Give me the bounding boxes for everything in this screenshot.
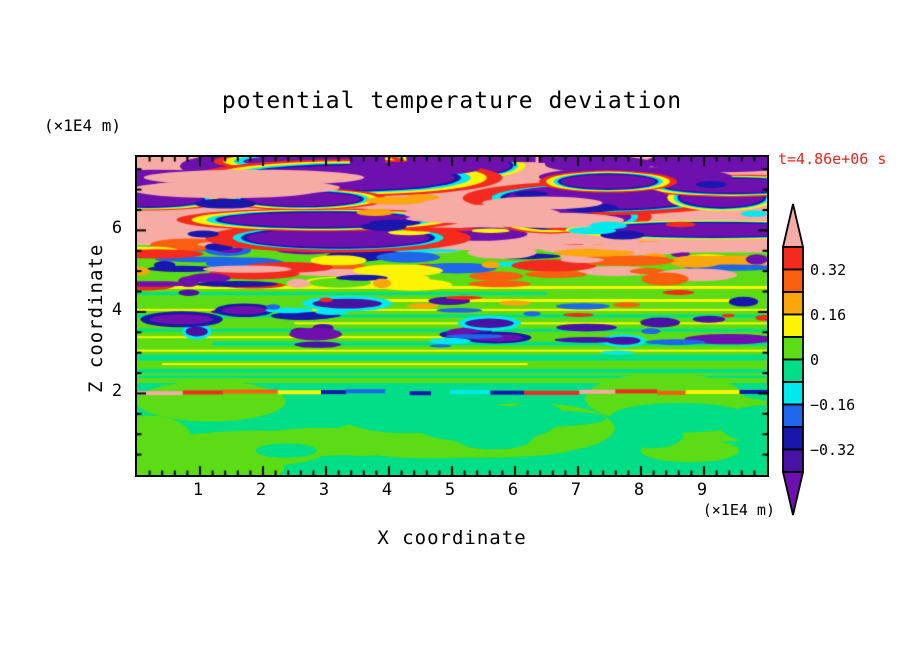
x-axis-label-text: X coordinate — [377, 527, 527, 549]
colorbar-segment-cyan — [782, 381, 804, 406]
time-annotation: t=4.86e+06 s — [778, 150, 887, 168]
x-tick-label-6: 6 — [507, 480, 519, 500]
x-axis-unit-label: (×1E4 m) — [702, 501, 775, 519]
contour-field-canvas — [137, 157, 767, 475]
colorbar-segment-yellow — [782, 313, 804, 338]
x-axis-label: X coordinate — [0, 527, 904, 549]
y-tick-label-6: 6 — [111, 218, 123, 239]
colorbar-segment-navy — [782, 426, 804, 451]
x-tick-label-9: 9 — [696, 480, 708, 500]
colorbar-label-0.16: 0.16 — [810, 305, 847, 324]
colorbar-label-−0.32: −0.32 — [810, 440, 856, 459]
plot-area — [135, 155, 769, 477]
colorbar-label-0: 0 — [810, 350, 820, 369]
colorbar-label-−0.16: −0.16 — [810, 395, 856, 414]
colorbar — [781, 203, 805, 516]
y-axis-label: Z coordinate — [85, 243, 107, 393]
colorbar-segment-orange — [782, 291, 804, 316]
colorbar-segment-blue — [782, 403, 804, 428]
colorbar-arrow-bottom — [781, 471, 805, 516]
x-tick-label-5: 5 — [444, 480, 456, 500]
y-tick-label-4: 4 — [111, 299, 123, 320]
colorbar-segment-chartreuse — [782, 336, 804, 361]
colorbar-segment-orangered — [782, 268, 804, 293]
y-tick-label-2: 2 — [111, 381, 123, 402]
x-tick-label-7: 7 — [570, 480, 582, 500]
colorbar-arrow-top — [781, 203, 805, 248]
x-tick-label-3: 3 — [318, 480, 330, 500]
x-tick-label-4: 4 — [381, 480, 393, 500]
x-tick-label-2: 2 — [255, 480, 267, 500]
plot-title: potential temperature deviation — [221, 88, 683, 114]
colorbar-label-0.32: 0.32 — [810, 260, 847, 279]
colorbar-segment-red — [782, 246, 804, 271]
y-axis-unit-label: (×1E4 m) — [44, 116, 122, 135]
colorbar-segment-indigo — [782, 448, 804, 473]
x-tick-label-8: 8 — [633, 480, 645, 500]
x-tick-label-1: 1 — [192, 480, 204, 500]
colorbar-segment-springgreen — [782, 358, 804, 383]
